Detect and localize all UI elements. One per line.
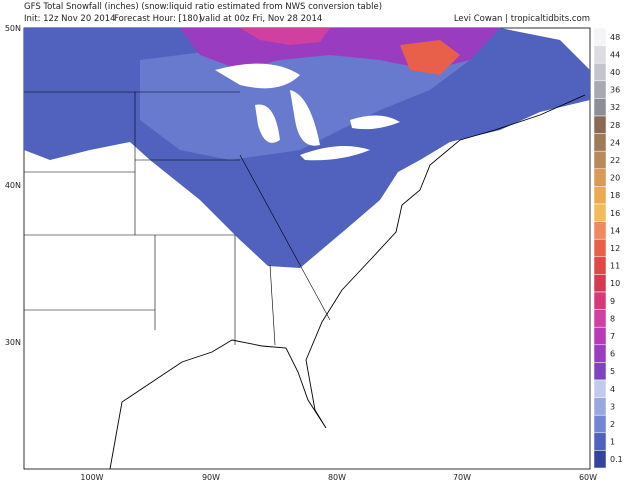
lon-label: 90W [202,473,220,482]
colorbar-label: 9 [610,297,615,306]
colorbar-cell [593,379,607,398]
colorbar-label: 7 [610,332,615,341]
colorbar-cell [593,344,607,363]
snow-heavier [240,28,330,45]
valid-time: valid at 00z Fri, Nov 28 2014 [200,14,322,24]
colorbar-cell [593,397,607,416]
colorbar-cell [593,186,607,205]
colorbar-label: 44 [610,50,620,59]
lat-label: 50N [5,24,21,33]
colorbar-label: 36 [610,86,620,95]
colorbar-cell [593,98,607,117]
colorbar-label: 0.1 [610,455,623,464]
great-lakes [215,63,400,161]
credit: Levi Cowan | tropicaltidbits.com [454,14,590,24]
colorbar-label: 6 [610,350,615,359]
borders [24,91,331,346]
colorbar-cell [593,115,607,134]
colorbar: 4844403632282422201816141211109876543210… [593,27,623,469]
colorbar-label: 3 [610,402,615,411]
lat-label: 40N [5,181,21,190]
colorbar-label: 28 [610,121,620,130]
colorbar-label: 48 [610,33,620,42]
colorbar-cell [593,62,607,82]
colorbar-cell [593,221,607,240]
colorbar-label: 40 [610,68,620,77]
colorbar-label: 8 [610,314,615,323]
map [23,27,591,470]
colorbar-cell [593,256,607,275]
colorbar-cell [593,80,607,99]
colorbar-cell [593,309,607,328]
title: GFS Total Snowfall (inches) (snow:liquid… [24,2,382,12]
colorbar-cell [593,133,607,152]
colorbar-label: 10 [610,279,620,288]
coastline [109,94,586,470]
colorbar-label: 11 [610,262,620,271]
lon-label: 80W [328,473,346,482]
init-time: Init: 12z Nov 20 2014 [24,14,116,24]
colorbar-label: 5 [610,367,615,376]
lon-label: 60W [579,473,597,482]
lon-label: 100W [80,473,103,482]
colorbar-label: 4 [610,385,615,394]
colorbar-label: 12 [610,244,620,253]
colorbar-cell [593,414,607,434]
colorbar-cell [593,450,607,469]
lon-label: 70W [453,473,471,482]
colorbar-cell [593,326,607,346]
colorbar-label: 32 [610,103,620,112]
colorbar-label: 22 [610,156,620,165]
colorbar-cell [593,150,607,170]
colorbar-label: 16 [610,209,620,218]
lat-label: 30N [5,338,21,347]
colorbar-label: 18 [610,191,620,200]
colorbar-label: 2 [610,420,615,429]
colorbar-cell [593,291,607,310]
colorbar-cell [593,27,607,46]
colorbar-label: 1 [610,438,615,447]
lon-labels: 100W 90W 80W 70W 60W [80,473,597,482]
colorbar-cell [593,274,607,293]
colorbar-cell [593,45,607,64]
colorbar-cell [593,432,607,451]
snow-max [400,40,460,75]
colorbar-cell [593,168,607,187]
colorbar-cell [593,203,607,222]
colorbar-label: 20 [610,174,620,183]
colorbar-label: 24 [610,138,620,147]
colorbar-cell [593,362,607,381]
colorbar-label: 14 [610,226,620,235]
colorbar-cell [593,238,607,258]
lat-labels: 50N 40N 30N [5,24,21,347]
forecast-hour: Forecast Hour: [180] [114,14,201,24]
